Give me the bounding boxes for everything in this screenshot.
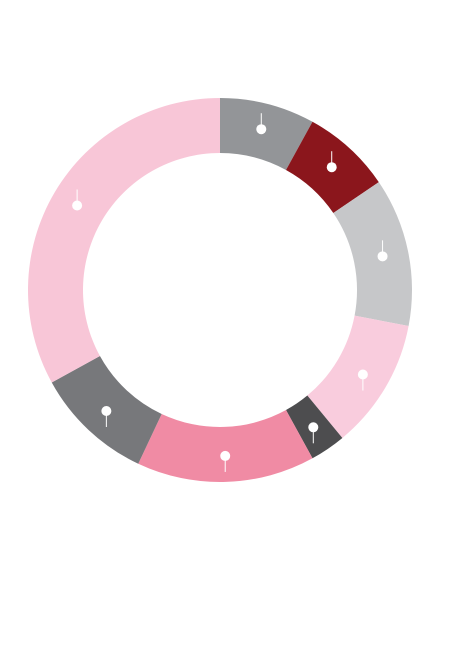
marker-dot-7: [101, 406, 112, 417]
marker-dot-3: [377, 251, 388, 262]
marker-dot-1: [256, 124, 267, 135]
slices-layer: [28, 98, 413, 483]
donut-slice-3: [333, 182, 413, 326]
marker-dot-2: [326, 162, 337, 173]
markers-layer: [72, 113, 388, 472]
donut-slice-1: [220, 98, 313, 170]
donut-slice-6: [138, 410, 313, 483]
donut-slice-4: [307, 315, 409, 438]
marker-dot-4: [357, 369, 368, 380]
marker-dot-5: [308, 422, 319, 433]
marker-dot-6: [220, 450, 231, 461]
marker-dot-8: [72, 200, 83, 211]
donut-slice-8: [28, 98, 221, 383]
